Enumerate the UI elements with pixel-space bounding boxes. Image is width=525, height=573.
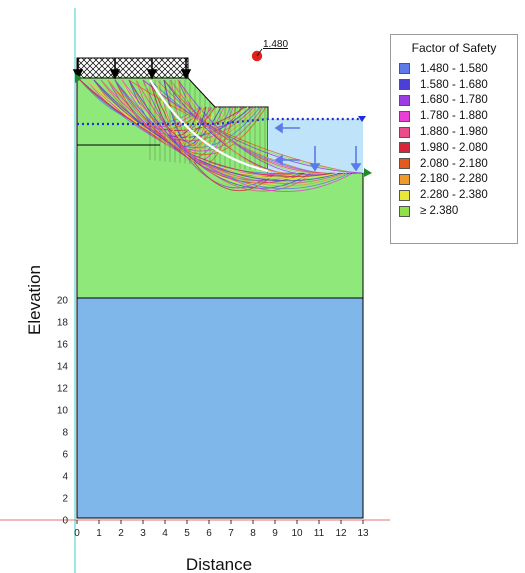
y-axis-title: Elevation bbox=[25, 265, 44, 335]
y-tick-label: 18 bbox=[57, 318, 69, 329]
legend-swatch bbox=[399, 126, 410, 138]
legend-title: Factor of Safety bbox=[411, 41, 497, 55]
legend-item: 2.180 - 2.280 bbox=[399, 172, 509, 188]
legend-item: 1.580 - 1.680 bbox=[399, 77, 509, 93]
legend-label: 2.280 - 2.380 bbox=[420, 189, 488, 202]
x-tick-label: 1 bbox=[96, 528, 102, 539]
legend-label: 1.580 - 1.680 bbox=[420, 78, 488, 91]
legend-item: 1.880 - 1.980 bbox=[399, 124, 509, 140]
x-tick-label: 12 bbox=[335, 528, 347, 539]
legend-swatch bbox=[399, 189, 410, 201]
legend-label: 2.180 - 2.280 bbox=[420, 173, 488, 186]
legend-label: 2.080 - 2.180 bbox=[420, 157, 488, 170]
x-axis-title: Distance bbox=[186, 555, 252, 573]
y-axis-ticks: 0 2 4 6 8 10 12 14 16 18 20 bbox=[57, 296, 69, 527]
critical-leader bbox=[256, 48, 263, 57]
x-tick-label: 3 bbox=[140, 528, 146, 539]
legend-swatch bbox=[399, 94, 410, 106]
y-tick-label: 20 bbox=[57, 296, 69, 307]
x-tick-label: 4 bbox=[162, 528, 168, 539]
legend-swatch bbox=[399, 158, 410, 170]
legend-item: 1.780 - 1.880 bbox=[399, 108, 509, 124]
y-tick-label: 12 bbox=[57, 384, 69, 395]
legend-label: 1.680 - 1.780 bbox=[420, 94, 488, 107]
x-tick-label: 9 bbox=[272, 528, 278, 539]
legend-swatch bbox=[399, 63, 410, 75]
legend-item: 1.680 - 1.780 bbox=[399, 93, 509, 109]
water-table-marker bbox=[358, 116, 366, 122]
legend-item: 1.980 - 2.080 bbox=[399, 140, 509, 156]
x-tick-label: 2 bbox=[118, 528, 124, 539]
critical-slip-surface bbox=[149, 79, 269, 173]
surcharge-arrows bbox=[72, 58, 192, 80]
y-tick-label: 16 bbox=[57, 340, 69, 351]
legend-label: ≥ 2.380 bbox=[420, 205, 459, 218]
x-tick-label: 0 bbox=[74, 528, 80, 539]
x-tick-label: 10 bbox=[291, 528, 303, 539]
x-tick-label: 8 bbox=[250, 528, 256, 539]
legend-item: 1.480 - 1.580 bbox=[399, 61, 509, 77]
x-tick-label: 13 bbox=[357, 528, 369, 539]
x-tick-label: 5 bbox=[184, 528, 190, 539]
left-boundary-marker bbox=[75, 74, 83, 83]
legend-label: 1.780 - 1.880 bbox=[420, 110, 488, 123]
slip-surface-fan bbox=[79, 79, 363, 192]
y-tick-label: 10 bbox=[57, 406, 69, 417]
y-tick-label: 4 bbox=[62, 472, 68, 483]
slope-stability-plot: 1.480 0 1 2 3 4 5 6 7 8 9 10 11 12 13 024681012141618… bbox=[0, 8, 390, 573]
legend-swatch bbox=[399, 110, 410, 122]
y-tick-label: 2 bbox=[62, 494, 68, 505]
legend-item: 2.280 - 2.380 bbox=[399, 187, 509, 203]
legend-swatch bbox=[399, 79, 410, 91]
x-axis-ticks: 0 1 2 3 4 5 6 7 8 9 10 11 12 13 bbox=[74, 520, 369, 539]
x-tick-label: 7 bbox=[228, 528, 234, 539]
x-tick-label: 6 bbox=[206, 528, 212, 539]
y-tick-label: 14 bbox=[57, 362, 69, 373]
legend-item: ≥ 2.380 bbox=[399, 203, 509, 219]
y-tick-label: 6 bbox=[62, 450, 68, 461]
legend-item: 2.080 - 2.180 bbox=[399, 156, 509, 172]
critical-fos-label: 1.480 bbox=[263, 39, 288, 50]
x-tick-label: 11 bbox=[314, 528, 325, 539]
y-tick-label: 0 bbox=[62, 516, 68, 527]
legend-label: 1.880 - 1.980 bbox=[420, 126, 488, 139]
legend-label: 1.980 - 2.080 bbox=[420, 141, 488, 154]
lower-soil-layer bbox=[76, 297, 364, 519]
legend-swatch bbox=[399, 173, 410, 185]
legend-label: 1.480 - 1.580 bbox=[420, 62, 488, 75]
y-tick-label: 8 bbox=[62, 428, 68, 439]
legend-swatch bbox=[399, 142, 410, 154]
water-pressure-arrows bbox=[274, 122, 362, 172]
surcharge-load bbox=[76, 57, 189, 79]
right-boundary-marker bbox=[364, 168, 372, 177]
legend-swatch bbox=[399, 205, 410, 217]
factor-of-safety-legend: Factor of Safety 1.480 - 1.580 1.580 - 1.… bbox=[390, 34, 518, 244]
